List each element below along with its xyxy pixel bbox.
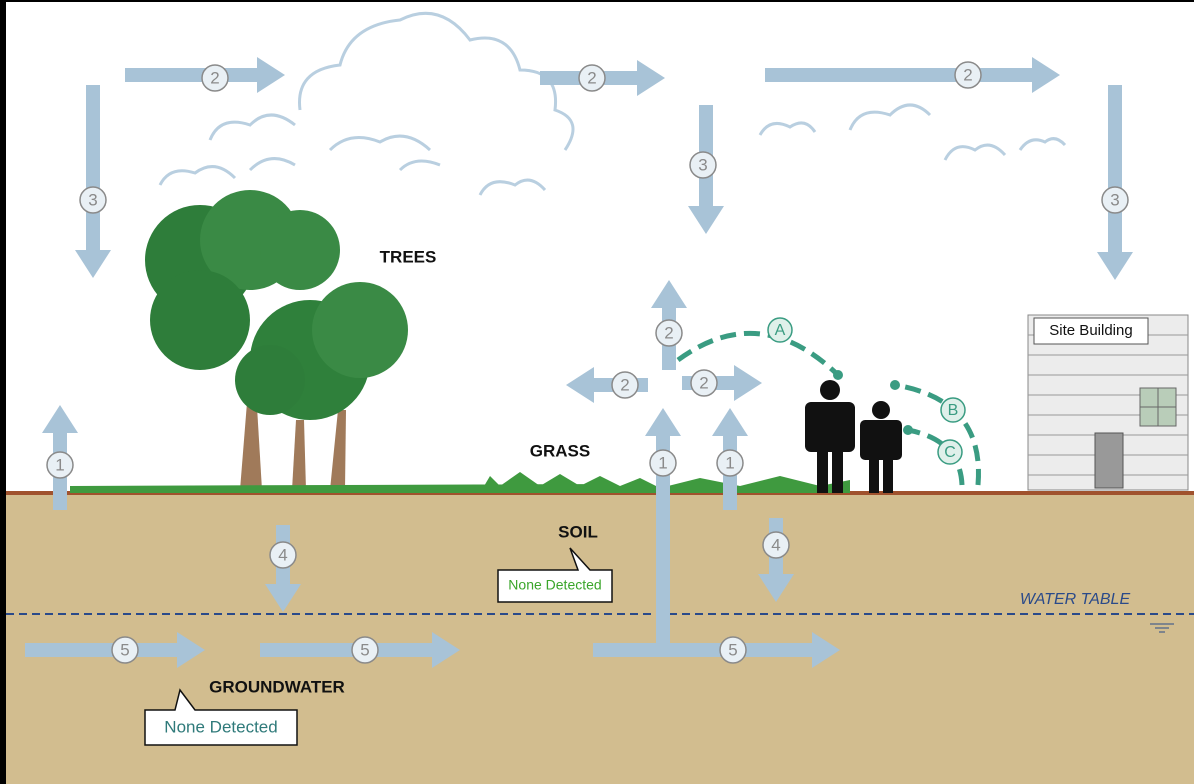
arrow-number: 1 <box>658 453 667 472</box>
arrow-number: 5 <box>120 640 129 659</box>
pathway-end <box>903 425 913 435</box>
pathway-end <box>833 370 843 380</box>
arrow-number: 1 <box>725 453 734 472</box>
arrow-number: 5 <box>728 640 737 659</box>
pathway-label: A <box>775 322 786 339</box>
arrow-number: 2 <box>210 68 219 87</box>
arrow-number: 4 <box>278 545 287 564</box>
arrow-number: 2 <box>587 68 596 87</box>
grass-label: GRASS <box>530 441 590 460</box>
arrow-number: 2 <box>620 375 629 394</box>
building <box>1028 315 1188 490</box>
arrow-number: 3 <box>88 190 97 209</box>
groundwater-label: GROUNDWATER <box>209 677 345 696</box>
arrow-number: 3 <box>698 155 707 174</box>
water-table-label: WATER TABLE <box>1020 591 1131 608</box>
pathway-label: B <box>948 402 959 419</box>
callout-text: None Detected <box>508 577 601 593</box>
pathway-end <box>890 380 900 390</box>
arrow-number: 2 <box>963 65 972 84</box>
callout-text: None Detected <box>164 717 277 736</box>
pathway-label: C <box>944 444 956 461</box>
building-label: Site Building <box>1049 322 1132 339</box>
soil-label: SOIL <box>558 522 598 541</box>
trees-label: TREES <box>380 247 437 266</box>
top-border <box>0 0 1194 2</box>
arrow-number: 1 <box>55 455 64 474</box>
left-border <box>0 0 6 784</box>
arrow-number: 2 <box>699 373 708 392</box>
diagram: Site Building TREES GRASS SOIL GROUNDWAT… <box>0 0 1194 784</box>
arrow-number: 3 <box>1110 190 1119 209</box>
arrow-number: 5 <box>360 640 369 659</box>
arrow-number: 2 <box>664 323 673 342</box>
arrow-number: 4 <box>771 535 780 554</box>
